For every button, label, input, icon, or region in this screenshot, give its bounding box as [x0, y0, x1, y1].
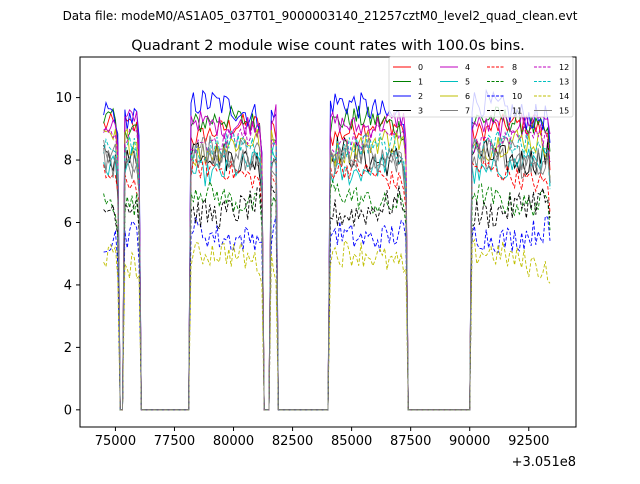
- legend-label-10: 10: [512, 92, 522, 101]
- x-offset-label: +3.051e8: [512, 455, 576, 470]
- x-tick-label: 85000: [331, 434, 372, 449]
- x-tick-label: 87500: [390, 434, 431, 449]
- y-tick-label: 4: [64, 278, 72, 293]
- legend-label-9: 9: [512, 78, 517, 87]
- legend-label-13: 13: [559, 78, 569, 87]
- axis-layer: 75000 77500 80000 82500 85000 87500 90000 92500…: [55, 91, 549, 449]
- legend-label-0: 0: [418, 63, 423, 72]
- y-tick-label: 6: [64, 216, 72, 231]
- x-tick-label: 77500: [154, 434, 195, 449]
- y-tick-label: 2: [64, 341, 72, 356]
- legend-label-1: 1: [418, 78, 423, 87]
- legend-label-15: 15: [559, 107, 569, 116]
- x-tick-label: 75000: [95, 434, 136, 449]
- x-tick-label: 82500: [272, 434, 313, 449]
- legend-label-2: 2: [418, 92, 423, 101]
- legend-label-14: 14: [559, 92, 569, 101]
- x-tick-label: 80000: [213, 434, 254, 449]
- y-tick-label: 0: [64, 403, 72, 418]
- x-tick-label: 92500: [508, 434, 549, 449]
- legend-label-8: 8: [512, 63, 517, 72]
- legend-label-3: 3: [418, 107, 423, 116]
- chart-suptitle: Data file: modeM0/AS1A05_037T01_90000031…: [63, 9, 578, 23]
- legend-label-6: 6: [465, 92, 470, 101]
- y-tick-label: 8: [64, 154, 72, 169]
- plot-frame: [79, 56, 577, 428]
- y-tick-label: 10: [55, 91, 72, 106]
- series-layer: [103, 88, 551, 411]
- legend-label-7: 7: [465, 107, 470, 116]
- x-tick-label: 90000: [449, 434, 490, 449]
- series-line-15: [103, 135, 551, 411]
- legend-box: [388, 56, 574, 118]
- legend-label-12: 12: [559, 63, 569, 72]
- legend-label-11: 11: [512, 107, 522, 116]
- legend-label-4: 4: [465, 63, 470, 72]
- chart-title: Quadrant 2 module wise count rates with …: [131, 38, 525, 54]
- legend-label-5: 5: [465, 78, 470, 87]
